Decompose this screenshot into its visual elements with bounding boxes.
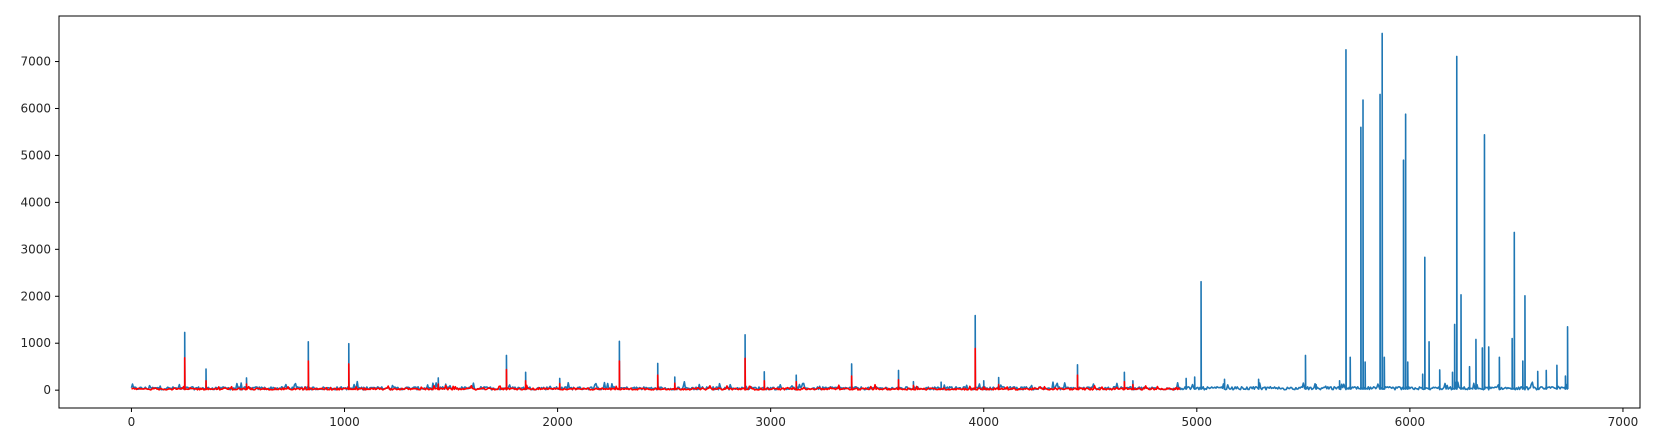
y-tick-label: 2000	[20, 289, 51, 303]
x-axis: 0 1000 2000 3000 4000 5000 6000 7000	[128, 408, 1639, 429]
x-tick-label: 2000	[542, 415, 573, 429]
y-tick-label: 6000	[20, 101, 51, 115]
series-line-2	[131, 347, 1181, 391]
axes-frame	[58, 15, 1641, 409]
x-tick-label: 3000	[755, 415, 786, 429]
y-tick-label: 4000	[20, 195, 51, 209]
series-layer	[130, 32, 1569, 391]
x-tick-label: 6000	[1395, 415, 1426, 429]
y-tick-label: 1000	[20, 336, 51, 350]
x-tick-label: 4000	[968, 415, 999, 429]
y-tick-label: 5000	[20, 148, 51, 162]
series-line-1	[130, 32, 1569, 391]
y-tick-label: 3000	[20, 242, 51, 256]
y-axis: 0 1000 2000 3000 4000 5000 6000 7000	[20, 55, 59, 397]
x-tick-label: 7000	[1608, 415, 1639, 429]
y-tick-label: 7000	[20, 55, 51, 69]
x-tick-label: 5000	[1182, 415, 1213, 429]
x-tick-label: 0	[128, 415, 136, 429]
y-tick-label: 0	[43, 383, 51, 397]
x-tick-label: 1000	[329, 415, 360, 429]
